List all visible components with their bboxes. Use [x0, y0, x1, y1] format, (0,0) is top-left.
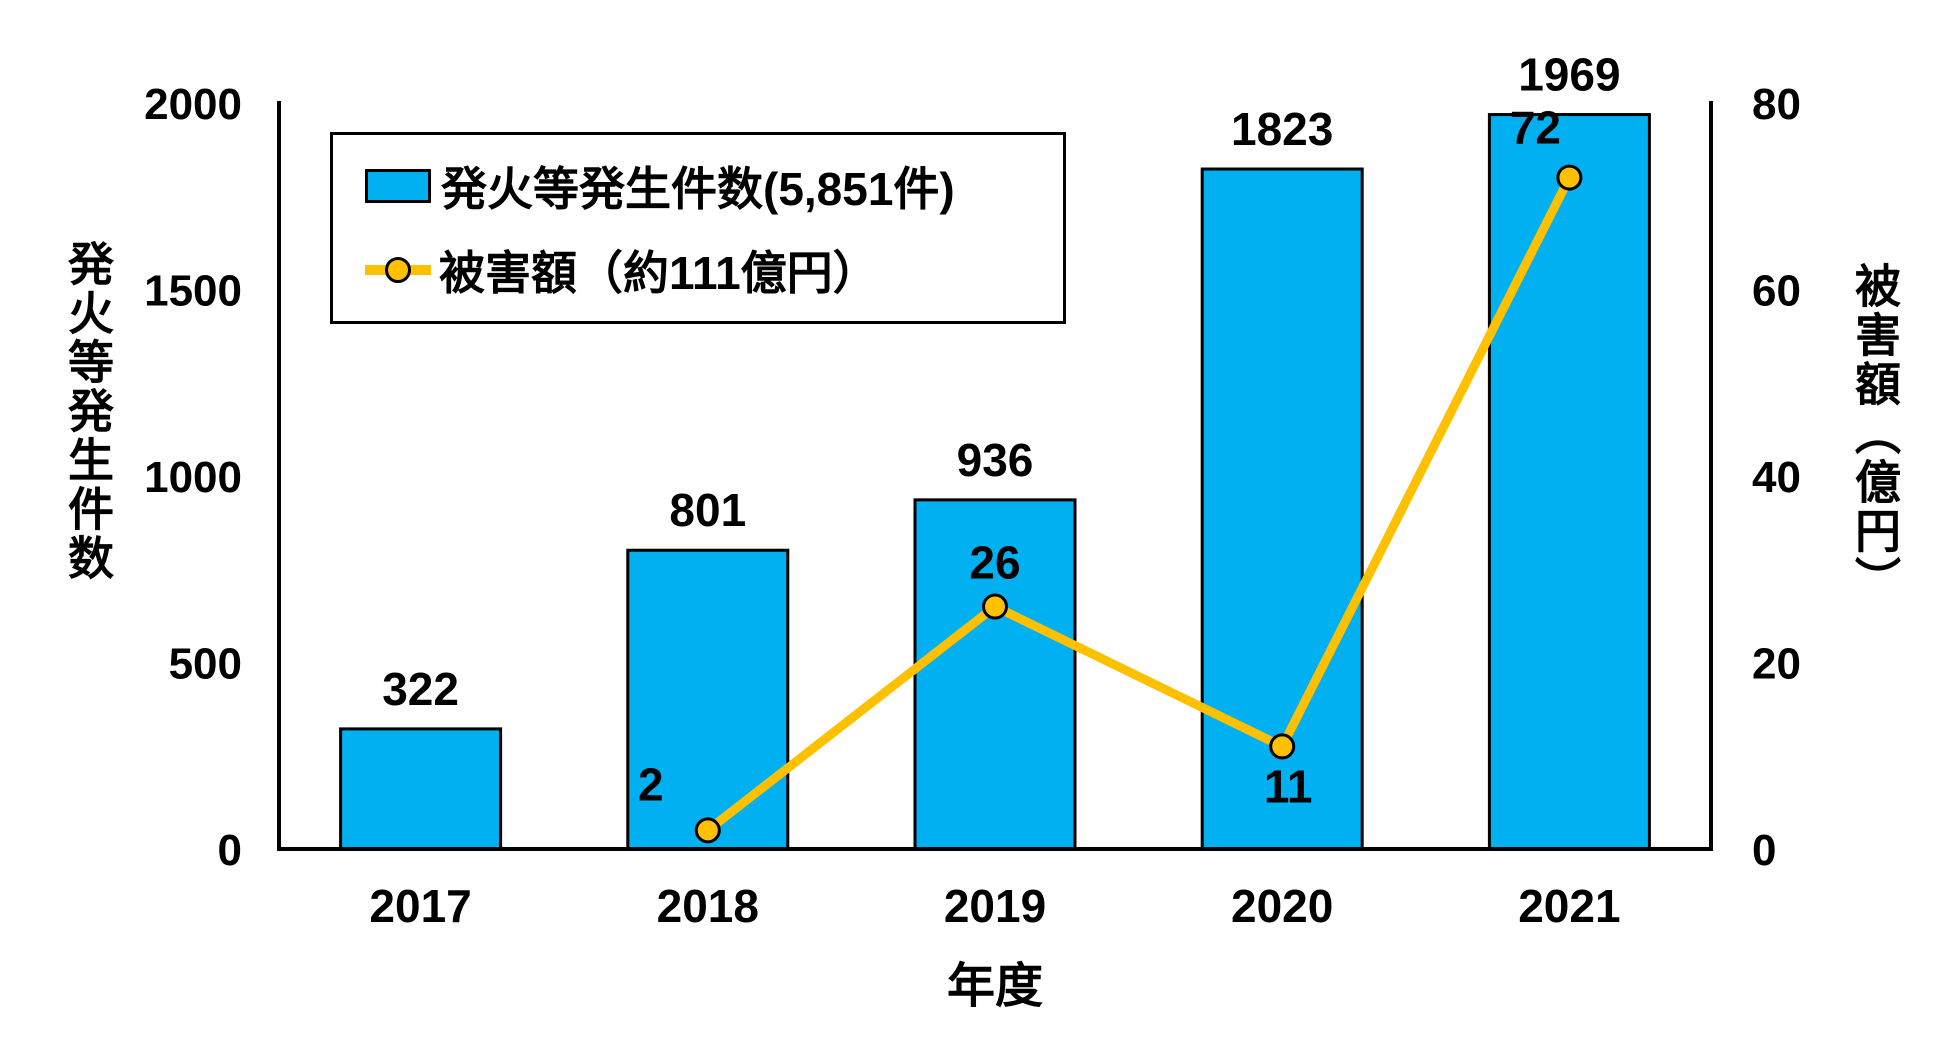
line-value-label-2020: 11 — [1264, 760, 1313, 812]
bar-value-label-2017: 322 — [382, 663, 459, 715]
legend-bar-swatch — [365, 169, 431, 203]
line-value-label-2018: 2 — [638, 758, 664, 810]
bar-value-label-2018: 801 — [669, 484, 746, 536]
bar-2017 — [339, 727, 503, 851]
line-value-label-2019: 26 — [969, 537, 1020, 589]
legend-bar-label: 発火等発生件数(5,851件) — [441, 163, 955, 215]
legend-line-marker-icon — [385, 257, 411, 283]
line-point-marker-2021 — [1556, 164, 1583, 191]
x-axis-title: 年度 — [946, 960, 1043, 1013]
left-tick-label-1000: 1000 — [144, 453, 242, 502]
x-tick-label-2021: 2021 — [1518, 880, 1620, 932]
right-tick-label-40: 40 — [1752, 453, 1801, 502]
bar-2018 — [626, 548, 790, 851]
legend-item-line-series: 被害額（約111億円） — [365, 237, 1063, 303]
legend-line-swatch — [365, 256, 431, 284]
line-point-marker-2020 — [1269, 733, 1296, 760]
left-axis-title: 発火等発生件数 — [62, 240, 114, 583]
right-tick-label-60: 60 — [1752, 267, 1801, 316]
x-tick-label-2018: 2018 — [657, 880, 759, 932]
line-value-label-2021: 72 — [1510, 102, 1561, 154]
legend-line-label: 被害額（約111億円） — [439, 247, 879, 299]
bar-value-label-2021: 1969 — [1518, 49, 1620, 101]
legend: 発火等発生件数(5,851件) 被害額（約111億円） — [330, 132, 1066, 324]
line-point-marker-2018 — [694, 817, 721, 844]
x-tick-label-2020: 2020 — [1231, 880, 1333, 932]
left-tick-label-2000: 2000 — [144, 80, 242, 129]
left-tick-label-500: 500 — [169, 640, 242, 689]
bar-2021 — [1487, 113, 1651, 851]
right-tick-label-0: 0 — [1752, 826, 1776, 875]
line-point-marker-2019 — [982, 593, 1008, 620]
bar-value-label-2020: 1823 — [1231, 103, 1333, 155]
bar-value-label-2019: 936 — [957, 434, 1034, 486]
damage-line — [703, 173, 1574, 835]
x-tick-label-2017: 2017 — [369, 880, 471, 932]
legend-item-bar-series: 発火等発生件数(5,851件) — [365, 153, 1063, 219]
left-tick-label-1500: 1500 — [144, 267, 242, 316]
right-tick-label-80: 80 — [1752, 80, 1801, 129]
left-tick-label-0: 0 — [218, 826, 242, 875]
right-tick-label-20: 20 — [1752, 640, 1801, 689]
right-axis-title: 被害額（億円） — [1849, 262, 1901, 605]
x-tick-label-2019: 2019 — [944, 880, 1046, 932]
bar-2019 — [913, 498, 1077, 851]
